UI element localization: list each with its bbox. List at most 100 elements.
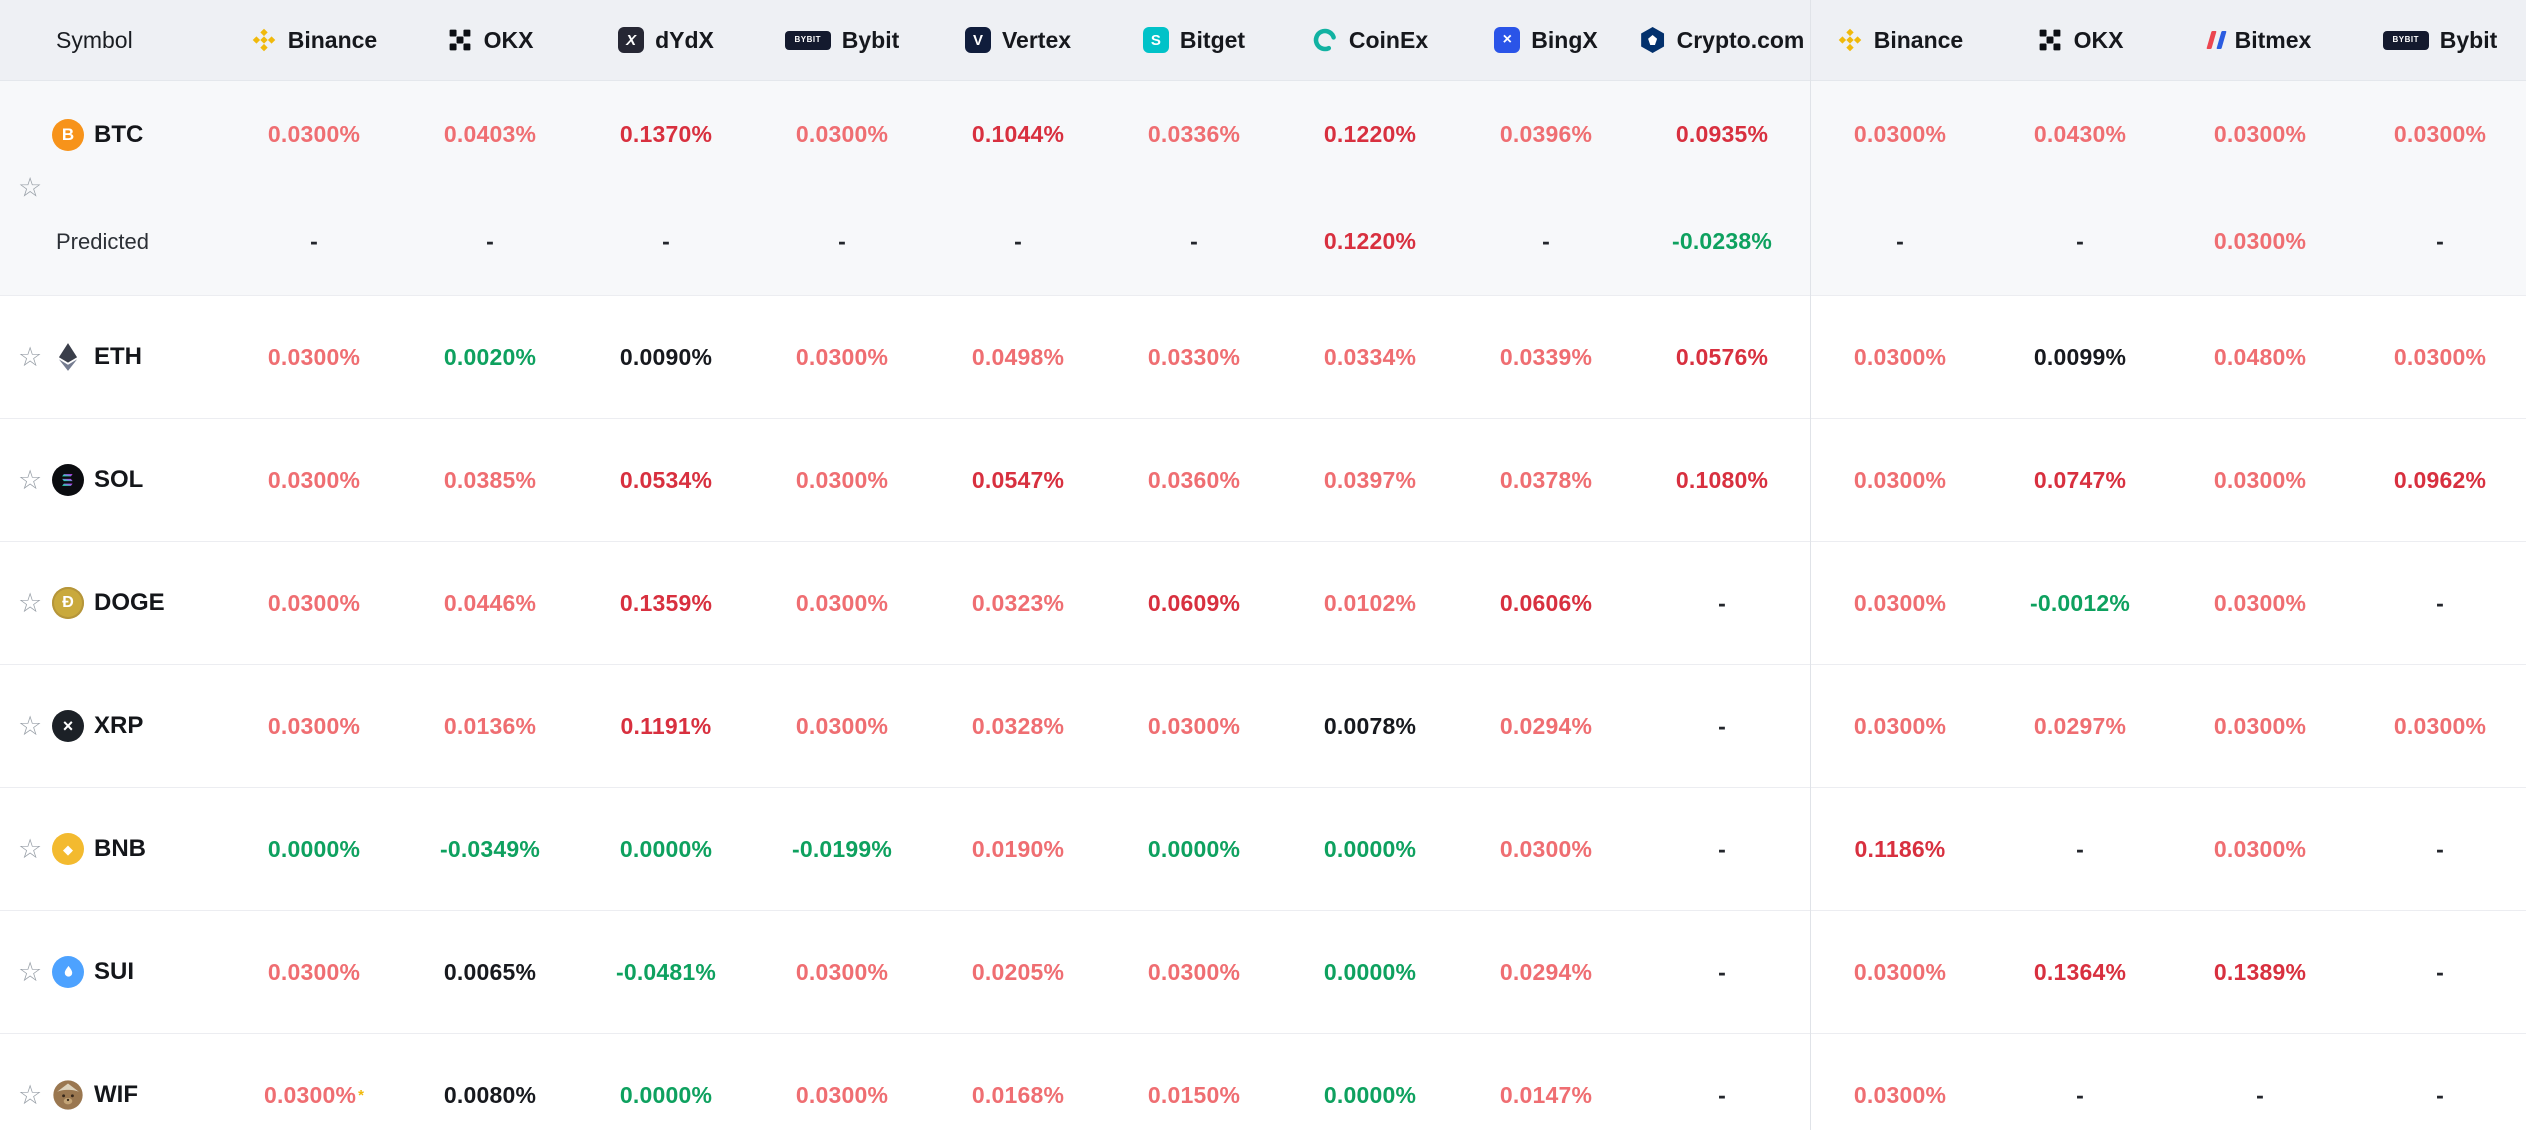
rate-cell: 0.0403% [402,81,578,188]
rate-value: 0.0300% [267,466,361,493]
exchange-column-header[interactable]: CoinEx [1282,0,1458,80]
sol-icon [52,464,84,496]
symbol-cell[interactable]: ☆ ◆ BNB [0,788,226,910]
rate-cell: 0.0300% [2170,665,2350,787]
rate-value: - [2436,228,2444,254]
rate-cell: 0.0300% [1810,1034,1990,1130]
table-row-eth[interactable]: ☆ ETH 0.0300% 0.0020% 0.0090% 0.0300% 0.0498% 0… [0,296,2526,419]
symbol-cell[interactable]: ☆ SOL [0,419,226,541]
rate-cell: 0.0300% [2170,542,2350,664]
rate-value: 0.0498% [971,343,1065,370]
rate-cell: 0.0747% [1990,419,2170,541]
rate-cell: 0.0000% [578,788,754,910]
rate-value: 0.0065% [443,958,537,985]
symbol-column-header[interactable]: Symbol [0,0,226,80]
symbol-label: SUI [94,958,135,985]
exchange-column-header[interactable]: V Vertex [930,0,1106,80]
table-row-sui[interactable]: ☆ SUI 0.0300% 0.0065% -0.0481% 0.0300% 0.0205%… [0,911,2526,1034]
exchange-column-header[interactable]: Binance [1810,0,1990,80]
rate-value: 0.0000% [619,1081,713,1108]
exchange-column-header[interactable]: Bitmex [2170,0,2350,80]
rate-cell: 0.0020% [402,296,578,418]
rate-cell: 0.0000% [1282,1034,1458,1130]
favorite-star-icon[interactable]: ☆ [18,172,43,203]
rate-value: 0.0020% [443,343,537,370]
rate-cell: 0.0090% [578,296,754,418]
exchange-column-header[interactable]: BYBIT Bybit [754,0,930,80]
rate-cell: 0.0328% [930,665,1106,787]
rate-cell: 0.0300% [1106,911,1282,1033]
favorite-star-icon[interactable]: ☆ [18,710,43,741]
rate-value: - [2076,835,2084,862]
favorite-star-icon[interactable]: ☆ [18,464,43,495]
rate-cell: 0.0190% [930,788,1106,910]
exchange-column-header[interactable]: Crypto.com [1634,0,1810,80]
rate-cell: 0.0065% [402,911,578,1033]
table-row-doge[interactable]: ☆ Ð DOGE 0.0300% 0.0446% 0.1359% 0.0300% 0.0323… [0,542,2526,665]
symbol-cell[interactable]: B BTC [0,81,226,188]
eth-icon [52,341,84,373]
favorite-star-icon[interactable]: ☆ [18,587,43,618]
rate-value: - [1718,835,1726,862]
bybit-icon: BYBIT [784,30,831,50]
symbol-cell[interactable]: ☆ ETH [0,296,226,418]
rate-cell: - [1990,788,2170,910]
symbol-cell[interactable]: ☆ Ð DOGE [0,542,226,664]
rate-value: 0.0168% [971,1081,1065,1108]
exchange-column-header[interactable]: OKX [402,0,578,80]
rate-value: 0.1364% [2033,958,2127,985]
symbol-label: BNB [94,835,146,862]
rate-value: 0.0150% [1147,1081,1241,1108]
table-row-wif[interactable]: ☆ WIF 0.0300% * 0.0080% 0.0000% 0.0300% 0.0168%… [0,1034,2526,1130]
table-row-btc[interactable]: ☆ B BTC 0.0300% 0.0403% 0.1370% 0.0300% 0.1044%… [0,81,2526,296]
rate-value: - [310,228,318,254]
rate-cell: 0.1186% [1810,788,1990,910]
rate-value: - [838,228,846,254]
symbol-cell[interactable]: ☆ WIF [0,1034,226,1130]
exchange-column-header[interactable]: OKX [1990,0,2170,80]
rate-value: 0.0300% [795,466,889,493]
rate-cell: 0.0000% [226,788,402,910]
table-row-sol[interactable]: ☆ SOL 0.0300% 0.0385% 0.0534% 0.0300% 0.0547% 0… [0,419,2526,542]
exchange-column-header[interactable]: × BingX [1458,0,1634,80]
rate-value: 0.0294% [1499,958,1593,985]
rate-cell: 0.0300% [2350,81,2526,188]
rate-cell: 0.1191% [578,665,754,787]
predicted-label-cell: Predicted [0,188,226,295]
rate-cell: 0.0300% [1810,911,1990,1033]
table-row-bnb[interactable]: ☆ ◆ BNB 0.0000% -0.0349% 0.0000% -0.0199% 0.019… [0,788,2526,911]
rate-value: 0.1370% [619,121,713,147]
rate-value: - [1718,958,1726,985]
table-row-line: B BTC 0.0300% 0.0403% 0.1370% 0.0300% 0.1044% 0… [0,81,2526,188]
exchange-column-header[interactable]: Binance [226,0,402,80]
exchange-column-header[interactable]: S Bitget [1106,0,1282,80]
rate-value: 0.0205% [971,958,1065,985]
rate-value: 0.0300% [2213,712,2307,739]
exchange-name-label: Vertex [1001,26,1072,53]
rate-value: 0.0300% [1853,1081,1947,1108]
rate-cell: 0.0300% [754,81,930,188]
rate-value: 0.0300% [2213,228,2307,254]
rate-value: 0.0336% [1147,121,1241,147]
rate-cell: 0.0396% [1458,81,1634,188]
symbol-cell[interactable]: ☆ SUI [0,911,226,1033]
sui-icon [52,956,84,988]
rate-cell: - [2350,188,2526,295]
rate-value: 0.0300% [1853,712,1947,739]
rate-cell: 0.0336% [1106,81,1282,188]
rate-value: 0.0300% [267,589,361,616]
rate-cell: - [1106,188,1282,295]
favorite-star-icon[interactable]: ☆ [18,833,43,864]
favorite-star-icon[interactable]: ☆ [18,1079,43,1110]
exchange-name-label: BingX [1531,26,1598,53]
symbol-cell[interactable]: ☆ × XRP [0,665,226,787]
favorite-star-icon[interactable]: ☆ [18,956,43,987]
rate-cell: 0.0300% [754,665,930,787]
favorite-star-icon[interactable]: ☆ [18,341,43,372]
rate-cell: 0.0385% [402,419,578,541]
table-row-xrp[interactable]: ☆ × XRP 0.0300% 0.0136% 0.1191% 0.0300% 0.0328%… [0,665,2526,788]
exchange-name-label: Bitmex [2234,26,2312,53]
rate-cell: 0.0147% [1458,1034,1634,1130]
exchange-column-header[interactable]: BYBIT Bybit [2350,0,2526,80]
